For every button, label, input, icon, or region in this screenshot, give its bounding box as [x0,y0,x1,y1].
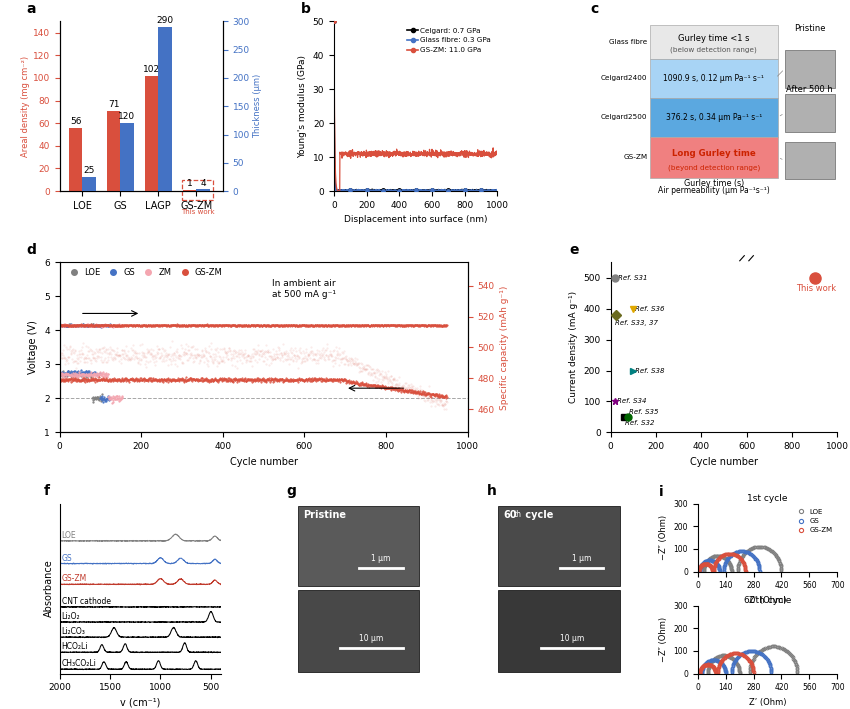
Text: LOE: LOE [61,531,76,540]
Text: Pristine: Pristine [794,24,825,33]
Text: cycle: cycle [522,510,553,520]
Bar [121,123,133,191]
Text: a: a [27,2,37,16]
FancyBboxPatch shape [785,94,835,132]
FancyBboxPatch shape [649,98,778,137]
Text: h: h [487,484,497,498]
Y-axis label: Thickness (μm): Thickness (μm) [252,74,262,138]
Text: e: e [570,243,579,257]
Legend: LOE, GS, GS-ZM: LOE, GS, GS-ZM [792,507,834,535]
Text: Ref. S33, 37: Ref. S33, 37 [615,320,658,325]
Text: 56: 56 [70,117,82,126]
Text: Ref. S34: Ref. S34 [617,398,647,404]
Text: HCO₂Li: HCO₂Li [61,642,88,652]
Bar [158,27,172,191]
Text: CH₃CO₂Li: CH₃CO₂Li [61,659,96,669]
Text: Ref. S36: Ref. S36 [636,306,665,312]
Text: th: th [514,510,522,520]
Text: 4: 4 [200,179,206,188]
Text: GS-ZM: GS-ZM [61,574,87,584]
Text: b: b [301,2,311,16]
Bar [183,190,196,191]
Text: GS-ZM: GS-ZM [623,154,648,160]
X-axis label: Z’ (Ohm): Z’ (Ohm) [749,698,786,707]
FancyBboxPatch shape [298,591,419,672]
Text: 1 μm: 1 μm [371,554,391,563]
Y-axis label: Voltage (V): Voltage (V) [28,320,38,374]
Text: (beyond detection range): (beyond detection range) [667,165,760,172]
Text: Glass fibre: Glass fibre [609,39,648,45]
Y-axis label: Young's modulus (GPa): Young's modulus (GPa) [298,55,307,157]
Text: 1090.9 s, 0.12 μm Pa⁻¹ s⁻¹: 1090.9 s, 0.12 μm Pa⁻¹ s⁻¹ [663,74,764,83]
Text: Celgard2400: Celgard2400 [601,75,648,81]
Text: d: d [27,243,37,257]
FancyBboxPatch shape [785,50,835,87]
Bar [196,189,210,191]
FancyBboxPatch shape [498,506,620,586]
Text: Ref. S31: Ref. S31 [619,275,648,281]
FancyBboxPatch shape [649,59,778,98]
Title: 1st cycle: 1st cycle [747,494,788,503]
Text: f: f [43,484,49,498]
Text: CNT cathode: CNT cathode [61,597,110,606]
Text: 102: 102 [143,65,160,74]
Text: This work: This work [796,284,836,294]
Text: In ambient air
at 500 mA g⁻¹: In ambient air at 500 mA g⁻¹ [272,279,336,299]
Y-axis label: Specific capacity (mAh g⁻¹): Specific capacity (mAh g⁻¹) [500,285,509,410]
Text: 60: 60 [503,510,517,520]
Text: 25: 25 [83,167,94,175]
Text: i: i [659,484,663,498]
FancyBboxPatch shape [785,142,835,179]
FancyBboxPatch shape [649,25,778,59]
Y-axis label: Absorbance: Absorbance [44,559,54,618]
Y-axis label: −Z″ (Ohm): −Z″ (Ohm) [659,515,668,560]
Text: 71: 71 [108,100,119,109]
FancyBboxPatch shape [649,137,778,177]
X-axis label: Z’ (Ohm): Z’ (Ohm) [749,596,786,605]
Legend: Celgard: 0.7 GPa, Glass fibre: 0.3 GPa, GS-ZM: 11.0 GPa: Celgard: 0.7 GPa, Glass fibre: 0.3 GPa, … [405,25,494,56]
Y-axis label: Current density (mA g⁻¹): Current density (mA g⁻¹) [569,291,578,403]
Text: 120: 120 [118,113,135,121]
Text: Pristine: Pristine [303,510,346,520]
Bar [82,177,95,191]
Text: After 500 h: After 500 h [786,84,833,94]
Text: 10 μm: 10 μm [360,634,383,643]
X-axis label: Displacement into surface (nm): Displacement into surface (nm) [344,216,487,225]
Y-axis label: −Z″ (Ohm): −Z″ (Ohm) [659,617,668,662]
Bar [145,76,158,191]
Text: Gurley time (s): Gurley time (s) [683,179,744,188]
Text: Celgard2500: Celgard2500 [601,114,648,121]
X-axis label: v (cm⁻¹): v (cm⁻¹) [120,698,161,708]
Text: (below detection range): (below detection range) [671,46,757,52]
X-axis label: Cycle number: Cycle number [230,457,298,467]
Text: 1 μm: 1 μm [572,554,591,563]
Text: 10 μm: 10 μm [560,634,584,643]
FancyBboxPatch shape [298,506,419,586]
Text: g: g [286,484,297,498]
Text: Ref. S35: Ref. S35 [629,409,658,415]
Text: Ref. S32: Ref. S32 [626,420,654,426]
Text: GS: GS [61,554,72,562]
Text: c: c [590,2,598,16]
Legend: LOE, GS, ZM, GS-ZM: LOE, GS, ZM, GS-ZM [64,267,224,279]
Text: Gurley time <1 s: Gurley time <1 s [678,34,750,43]
Y-axis label: Areal density (mg cm⁻²): Areal density (mg cm⁻²) [20,55,30,157]
Text: Li₂CO₃: Li₂CO₃ [61,627,85,636]
Text: Long Gurley time: Long Gurley time [672,150,756,158]
Bar [69,128,82,191]
Text: 1: 1 [187,179,192,188]
Text: 290: 290 [156,16,173,26]
Text: Li₂O₂: Li₂O₂ [61,612,80,621]
Text: 376.2 s, 0.34 μm Pa⁻¹ s⁻¹: 376.2 s, 0.34 μm Pa⁻¹ s⁻¹ [666,113,762,122]
Text: Ref. S38: Ref. S38 [636,367,665,374]
Text: Air permeability (μm Pa⁻¹s⁻¹): Air permeability (μm Pa⁻¹s⁻¹) [658,186,769,195]
Text: This work: This work [180,209,214,216]
Title: 60th cycle: 60th cycle [744,596,791,605]
Bar [107,111,121,191]
FancyBboxPatch shape [498,591,620,672]
X-axis label: Cycle number: Cycle number [690,457,758,467]
